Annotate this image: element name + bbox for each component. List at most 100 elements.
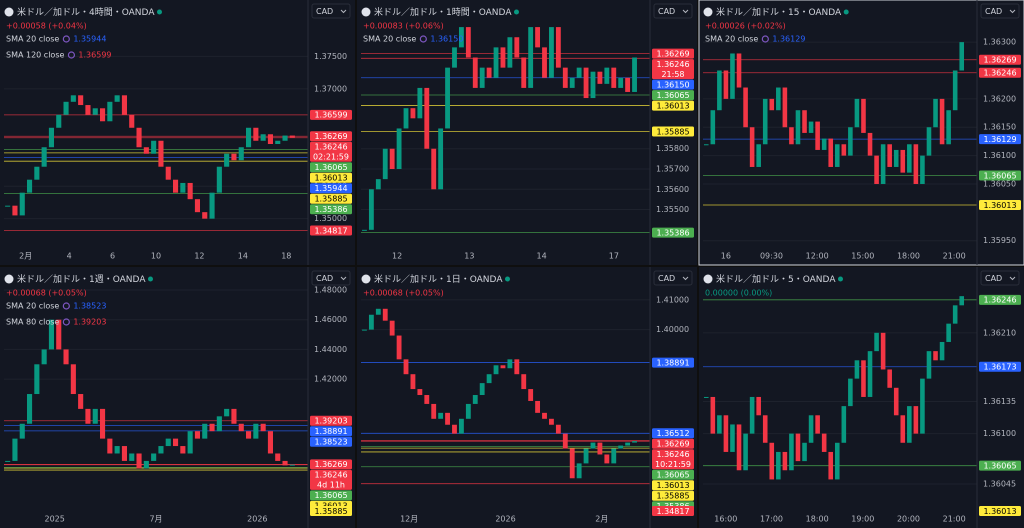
x-tick-label: 12月 [400,515,418,524]
price-badge [979,134,1021,145]
candle [70,95,76,102]
candle [776,451,781,480]
candle [900,415,906,443]
candle [362,229,367,231]
candle [795,433,801,462]
indicator-name[interactable]: SMA 80 close [6,318,59,327]
indicator-settings-icon[interactable] [67,51,76,59]
candle [549,418,554,425]
chart-panel[interactable]: 1.48000 1.46000 1.44000 1.42000 2025 7月 2026 1.… [0,267,355,528]
price-badge [310,204,352,215]
currency-label[interactable]: CAD [658,274,675,283]
candle [874,155,879,184]
price-badge [979,294,1021,305]
indicator-value: 1.38523 [73,302,106,311]
currency-button[interactable] [653,3,693,19]
currency-button[interactable] [311,270,351,286]
price-badge-label: 1.36013 [314,174,347,183]
indicator-name[interactable]: SMA 20 close [363,35,416,44]
price-badge-label: 1.36269 [983,56,1016,65]
candle [194,431,201,439]
x-tick-label: 4 [67,252,72,261]
symbol-title: 米ドル／加ドル・15・OANDA [716,6,842,18]
price-badge [652,227,694,238]
candle [959,296,965,306]
currency-label[interactable]: CAD [658,7,675,16]
candle [828,138,834,167]
price-badge [310,490,352,501]
candle [34,364,40,395]
candle [743,433,748,471]
candle [216,166,222,193]
indicator-name[interactable]: SMA 120 close [6,51,64,60]
candle [952,70,958,111]
candle [795,110,801,145]
indicator-settings-icon[interactable] [62,302,70,310]
chart-panel[interactable]: 1.35800 1.35700 1.35600 1.35500 12 13 14 17 1.36… [357,0,697,265]
x-tick-label: 2026 [247,515,267,524]
x-tick-label: 19:00 [851,515,874,524]
price-badge [652,100,694,111]
candle [209,192,215,219]
indicator-name[interactable]: SMA 20 close [6,302,59,311]
currency-button[interactable] [653,270,693,286]
candle [717,415,722,434]
candle [85,408,91,424]
x-tick-label: 7月 [149,515,162,524]
panel-background [0,0,355,265]
chart-panel[interactable]: 1.375001.370001.355001.350002月4610121418… [0,0,355,265]
y-tick-label: 1.36135 [983,397,1016,406]
candle [730,424,735,452]
x-tick-label: 17 [609,252,619,261]
indicator-settings-icon[interactable] [62,318,70,326]
price-badge [652,48,694,59]
price-change: +0.00058 (+0.04%) [6,22,87,31]
indicator-settings-icon[interactable] [419,35,427,43]
indicator-settings-icon[interactable] [62,35,70,43]
chart-panel[interactable]: 1.36300 1.36200 1.36150 1.36100 1.36050 1.359… [698,0,1024,266]
candle [267,431,274,454]
price-badge-label: 1.36065 [656,91,689,100]
price-change: +0.00068 (+0.05%) [6,289,87,298]
candle [151,140,157,154]
candle [880,332,886,370]
currency-button[interactable] [980,3,1020,19]
candle [604,67,610,84]
candle [231,408,237,424]
y-tick-label: 1.46000 [314,315,347,324]
indicator-name[interactable]: SMA 20 close [6,35,59,44]
price-badge [652,357,694,368]
candle [583,448,589,464]
currency-button[interactable] [980,270,1020,286]
currency-chevron [340,276,347,281]
currency-label[interactable]: CAD [316,274,333,283]
candle [78,394,84,409]
candle [782,87,788,128]
symbol-icon [703,274,713,284]
y-tick-label: 1.41000 [656,295,689,304]
currency-label[interactable]: CAD [316,7,333,16]
candle [618,445,624,449]
chart-panel[interactable]: 1.41000 1.40000 12月 2026 2月 1.38891 1.36512 1.3… [357,267,697,528]
candle [479,67,485,88]
candle [458,418,464,434]
candle [85,105,91,115]
candle [224,408,230,417]
market-open-dot [843,9,849,15]
price-badge-label: 1.36065 [983,461,1016,470]
candle [555,27,561,68]
indicator-name[interactable]: SMA 20 close [705,35,758,44]
candle [590,71,596,99]
currency-label[interactable]: CAD [985,7,1002,16]
indicator-settings-icon[interactable] [761,35,769,43]
chart-panel[interactable]: 1.36210 1.36135 1.36100 1.36045 16:00 17:00 18… [699,267,1024,528]
currency-label[interactable]: CAD [985,274,1002,283]
candle [48,319,55,350]
candle [730,53,735,99]
candle [260,423,266,432]
candle [861,98,866,133]
candle [143,147,149,154]
candle [452,424,457,434]
currency-button[interactable] [311,3,351,19]
price-badge [652,438,694,449]
